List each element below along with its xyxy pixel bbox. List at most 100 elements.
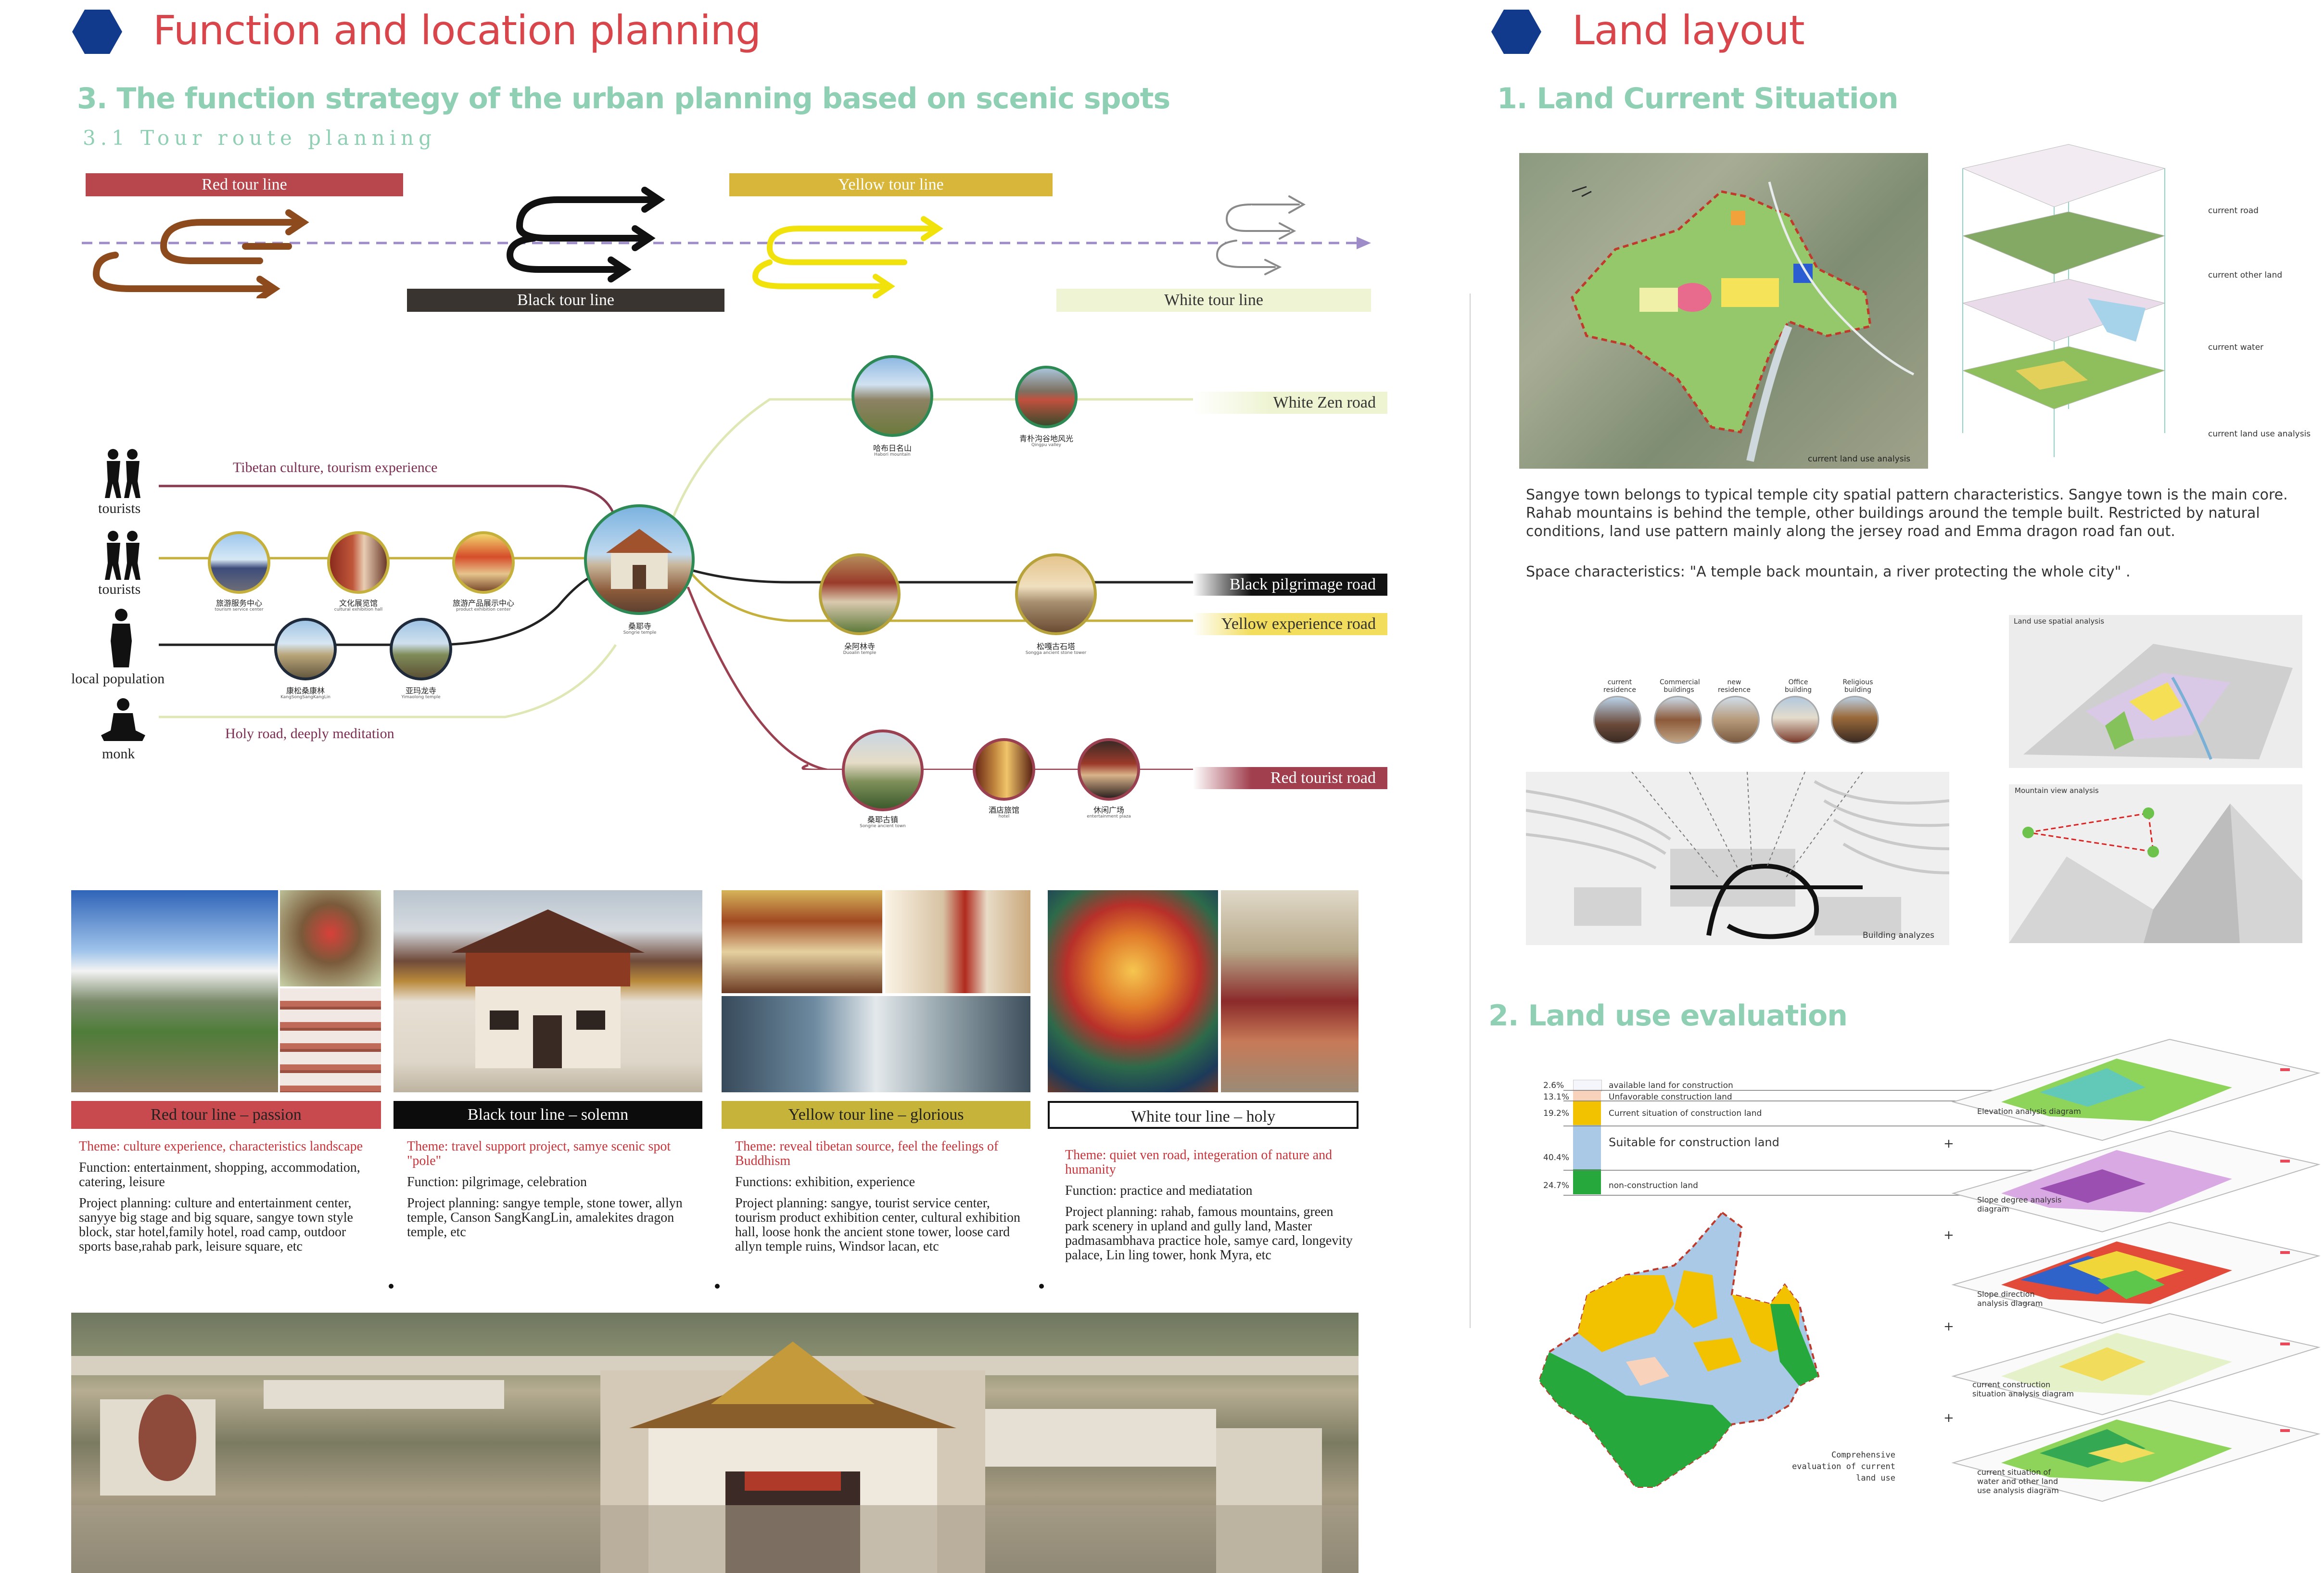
tour-line-timeline (82, 187, 1371, 298)
culture-route-label: Tibetan culture, tourism experience (233, 460, 438, 475)
yellow-experience-road-label: Yellow experience road (1193, 613, 1387, 635)
black-tour-line-bar: Black tour line (407, 289, 724, 312)
node-songrie-ancient-town[interactable] (842, 729, 924, 811)
building-label: Office building (1784, 678, 1812, 694)
red-line-landscape-photo (71, 890, 278, 1092)
white-line-monks-photo (1221, 890, 1359, 1092)
legend-swatch (1573, 1080, 1602, 1091)
land-evaluation-map (1538, 1211, 1820, 1488)
mountain-view-analysis: Mountain view analysis (2009, 784, 2302, 943)
legend-swatch (1573, 1101, 1601, 1125)
layer-label-land-use: current land use analysis (2208, 429, 2311, 439)
node-hotel[interactable] (973, 738, 1035, 801)
column-theme: Theme: quiet ven road, integeration of n… (1065, 1148, 1333, 1177)
node-yimaolong-temple[interactable] (390, 618, 452, 680)
node-name: 康松桑康林 (286, 686, 325, 695)
office-photo-circle (1771, 696, 1819, 744)
node-habori-mountain[interactable] (851, 355, 933, 437)
node-en: tourism service center (215, 607, 264, 612)
red-line-column-header: Red tour line – passion (71, 1101, 381, 1129)
column-function: Function: entertainment, shopping, accom… (79, 1160, 360, 1189)
column-project: Project planning: sangye temple, stone t… (407, 1196, 683, 1240)
legend-label: non-construction land (1609, 1181, 1698, 1190)
node-en: Songrie ancient town (860, 824, 906, 829)
page-title-right: Land layout (1572, 7, 1805, 54)
node-songga-stone-tower[interactable] (1015, 553, 1097, 635)
node-name: 青朴沟谷地风光 (1019, 434, 1073, 443)
node-en: KangSongSangKangLin (280, 695, 330, 700)
node-en: Qingpu valley (1031, 443, 1061, 448)
tourists-label-1: tourists (98, 500, 141, 516)
node-name: 朵阿林寺 (844, 642, 875, 651)
legend-pct: 40.4% (1543, 1153, 1570, 1163)
hub-name: 桑耶寺 (628, 622, 651, 631)
hub-en: Songrie temple (623, 630, 657, 635)
yellow-line-interior-photo (722, 890, 882, 993)
section-hexagon-icon (72, 10, 122, 54)
residence-photo-circle (1593, 696, 1641, 744)
node-en: Yimaolong temple (401, 695, 441, 700)
white-route-arrow-icon (1216, 195, 1306, 275)
node-duoalin-temple[interactable] (819, 553, 901, 635)
evaluation-caption: Comprehensive evaluation of current land… (1792, 1450, 1895, 1483)
legend-pct: 24.7% (1543, 1181, 1570, 1190)
mountain-caption: Mountain view analysis (2015, 786, 2099, 795)
page-title-left: Function and location planning (153, 7, 761, 54)
yellow-tour-line-bar: Yellow tour line (729, 173, 1053, 196)
commercial-photo-circle (1654, 696, 1702, 744)
samye-temple-hub[interactable] (584, 504, 695, 615)
column-project: Project planning: culture and entertainm… (79, 1196, 353, 1254)
tourists-icon (105, 449, 140, 498)
column-divider (1470, 294, 1471, 1328)
legend-swatch (1573, 1090, 1601, 1101)
layer-label-other-land: current other land (2208, 270, 2283, 280)
black-line-temple-photo (394, 890, 702, 1092)
building-label: current residence (1603, 678, 1636, 694)
divider-dot (1039, 1284, 1044, 1289)
new-residence-photo-circle (1712, 696, 1760, 744)
yellow-line-exhibit-photo (885, 890, 1030, 993)
node-name: 酒店旅馆 (988, 806, 1019, 815)
column-theme: Theme: travel support project, samye sce… (407, 1139, 671, 1168)
hotel-courtyard-photo (280, 988, 381, 1092)
legend-swatch (1573, 1125, 1601, 1169)
column-function: Function: pilgrimage, celebration (407, 1175, 587, 1189)
column-project: Project planning: rahab, famous mountain… (1065, 1204, 1353, 1263)
node-kangsong-sangkanglin[interactable] (274, 618, 337, 680)
node-entertainment-plaza[interactable] (1078, 738, 1140, 801)
white-tour-line-bar: White tour line (1056, 289, 1371, 312)
land-layer-stack-diagram (1962, 144, 2166, 457)
column-theme: Theme: reveal tibetan source, feel the f… (735, 1139, 999, 1168)
legend-label: Current situation of construction land (1609, 1109, 1762, 1118)
node-product-exhibition-center[interactable] (452, 531, 515, 594)
layer-label-water: current water (2208, 343, 2264, 352)
node-name: 亚玛龙寺 (405, 686, 436, 695)
black-line-column: Theme: travel support project, samye sce… (407, 1139, 696, 1246)
spatial-caption: Land use spatial analysis (2014, 617, 2105, 626)
svg-text:+: + (1943, 1228, 1954, 1242)
map-caption: current land use analysis (1808, 454, 1911, 464)
column-project: Project planning: sangye, tourist servic… (735, 1196, 1020, 1254)
column-theme: Theme: culture experience, characteristi… (79, 1139, 363, 1154)
black-route-arrow-icon (506, 187, 665, 282)
legend-pct: 13.1% (1543, 1092, 1570, 1102)
legend-pct: 2.6% (1543, 1081, 1564, 1090)
local-person-icon (111, 609, 132, 667)
yellow-line-column: Theme: reveal tibetan source, feel the f… (735, 1139, 1029, 1261)
legend-pct: 19.2% (1543, 1109, 1570, 1118)
node-en: hotel (998, 814, 1010, 819)
tourists-label-2: tourists (98, 581, 141, 597)
node-cultural-exhibition-hall[interactable] (327, 531, 390, 594)
node-qingpu-valley[interactable] (1015, 366, 1078, 428)
node-en: Songga ancient stone tower (1025, 651, 1087, 655)
node-tourism-service-center[interactable] (208, 531, 270, 594)
samye-aerial-photo (71, 1313, 1359, 1573)
black-pilgrimage-road-label: Black pilgrimage road (1193, 574, 1387, 596)
current-land-use-map: current land use analysis (1519, 153, 1928, 469)
monk-label: monk (102, 746, 135, 762)
analysis-layer-stack: + + + + (1943, 1038, 2321, 1502)
land-current-situation-title: 1. Land Current Situation (1497, 82, 1898, 115)
red-line-column: Theme: culture experience, characteristi… (79, 1139, 377, 1261)
node-name: 旅游产品展示中心 (452, 599, 514, 608)
node-en: product exhibition center (456, 607, 511, 612)
